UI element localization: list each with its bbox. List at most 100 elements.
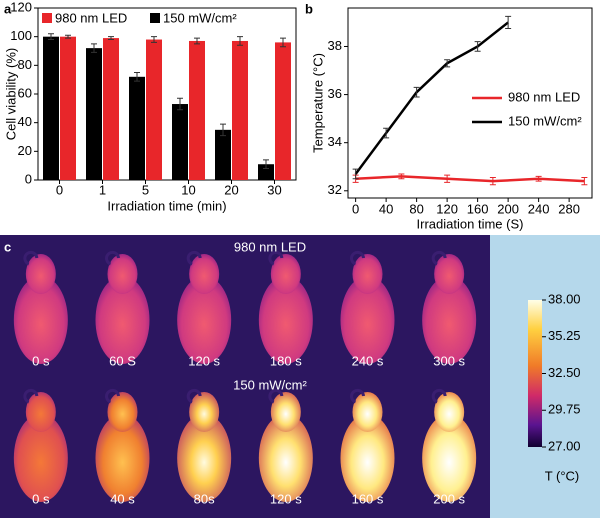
x-tick-label: 120 [436, 201, 458, 216]
thermal-ear [350, 250, 365, 266]
x-tick-label: 5 [142, 182, 149, 197]
colorbar-tick-label: 27.00 [548, 438, 581, 453]
frame-label: 40 s [110, 491, 135, 506]
error-bar [398, 173, 405, 180]
thermal-head [352, 254, 383, 294]
bar [43, 36, 59, 180]
bar [232, 40, 248, 180]
thermal-body [13, 276, 68, 364]
error-bar [581, 177, 588, 186]
error-bar [65, 34, 71, 39]
x-tick-label: 80 [409, 201, 423, 216]
thermal-body [13, 414, 68, 502]
error-bar [383, 127, 390, 139]
y-tick-label: 36 [328, 86, 342, 101]
bar [146, 39, 162, 181]
y-tick-label: 38 [328, 38, 342, 53]
error-bar [280, 37, 286, 48]
series-line [354, 21, 509, 175]
thermal-body [95, 276, 150, 364]
bar [103, 38, 119, 180]
row-title: 980 nm LED [234, 239, 306, 254]
error-bar [134, 72, 140, 82]
thermal-body [422, 276, 477, 364]
y-tick-label: 120 [10, 0, 32, 14]
error-bar [177, 97, 183, 111]
legend-label: 150 mW/cm² [508, 113, 582, 128]
thermal-body [95, 414, 150, 502]
colorbar-label: T (°C) [545, 468, 580, 483]
error-bar [489, 177, 496, 186]
bar [215, 129, 231, 180]
frame-label: 160 s [352, 491, 384, 506]
frame-label: 60 S [109, 353, 136, 368]
x-tick-label: 160 [467, 201, 489, 216]
error-bar [444, 174, 451, 183]
thermal-body [258, 276, 313, 364]
thermal-head [25, 392, 56, 432]
y-tick-label: 32 [328, 182, 342, 197]
bar [86, 48, 102, 181]
frame-label: 120 s [188, 353, 220, 368]
x-tick-label: 30 [267, 182, 281, 197]
thermal-head [189, 392, 220, 432]
thermal-body [340, 276, 395, 364]
error-bar [91, 43, 97, 53]
legend-label: 150 mW/cm² [163, 10, 237, 25]
y-tick-label: 40 [18, 114, 32, 129]
bar [129, 76, 145, 180]
thermal-ear [105, 388, 120, 404]
frame-label: 80s [194, 491, 215, 506]
y-tick-label: 34 [328, 134, 342, 149]
thermal-head [25, 254, 56, 294]
x-axis-label: Irradiation time (min) [107, 198, 226, 213]
thermal-head [189, 254, 220, 294]
thermal-body [258, 414, 313, 502]
frame-label: 120 s [270, 491, 302, 506]
bar [275, 42, 291, 181]
legend-label: 980 nm LED [508, 89, 580, 104]
legend-swatch [42, 13, 52, 23]
error-bar [413, 86, 420, 98]
colorbar-background [490, 235, 600, 518]
bar [189, 40, 205, 180]
y-tick-label: 60 [18, 85, 32, 100]
frame-label: 300 s [433, 353, 465, 368]
error-bar [444, 59, 451, 68]
thermal-background [0, 235, 490, 518]
error-bar [220, 123, 226, 137]
series-line [355, 175, 585, 183]
panel-label: a [4, 1, 12, 16]
thermal-head [352, 392, 383, 432]
panel-label: b [305, 1, 313, 16]
y-axis-label: Cell viability (%) [3, 48, 18, 140]
error-bar [237, 36, 243, 46]
y-tick-label: 80 [18, 57, 32, 72]
x-tick-label: 20 [224, 182, 238, 197]
colorbar-tick-label: 38.00 [548, 291, 581, 306]
panel-label: c [4, 239, 11, 254]
thermal-head [270, 254, 301, 294]
error-bar [263, 159, 269, 170]
x-axis-label: Irradiation time (S) [417, 216, 524, 231]
thermal-head [270, 392, 301, 432]
bar [172, 104, 188, 180]
error-bar [352, 168, 359, 180]
colorbar-tick-label: 29.75 [548, 402, 581, 417]
frame-label: 240 s [352, 353, 384, 368]
legend-label: 980 nm LED [55, 10, 127, 25]
thermal-ear [431, 250, 447, 266]
plot-frame [37, 7, 297, 181]
thermal-ear [105, 250, 120, 266]
bar [60, 36, 76, 180]
x-tick-label: 40 [379, 201, 393, 216]
colorbar [528, 300, 542, 447]
thermal-ear [23, 388, 39, 404]
y-tick-label: 0 [25, 171, 32, 186]
frame-label: 0 s [32, 491, 50, 506]
thermal-ear [268, 388, 284, 404]
error-bar [48, 33, 54, 41]
x-tick-label: 0 [352, 201, 359, 216]
y-tick-label: 20 [18, 143, 32, 158]
